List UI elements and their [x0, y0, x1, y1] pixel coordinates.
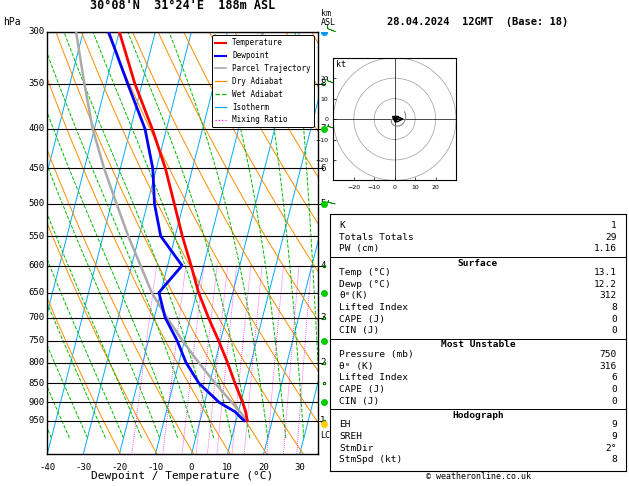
Text: 850: 850: [28, 379, 45, 388]
Text: SREH: SREH: [339, 432, 362, 441]
Text: 300: 300: [28, 27, 45, 36]
Text: 1: 1: [611, 221, 617, 230]
Text: 20: 20: [280, 458, 287, 463]
Text: 950: 950: [28, 416, 45, 425]
Text: 25: 25: [293, 458, 301, 463]
Text: 5: 5: [206, 458, 209, 463]
Text: 20: 20: [258, 463, 269, 472]
Text: 350: 350: [28, 79, 45, 88]
Text: 8: 8: [611, 303, 617, 312]
Text: 0: 0: [611, 397, 617, 406]
Text: -40: -40: [39, 463, 55, 472]
Text: 1: 1: [320, 416, 326, 425]
Text: 800: 800: [28, 358, 45, 367]
Text: 29: 29: [606, 233, 617, 242]
Text: 4: 4: [194, 458, 198, 463]
Text: 8: 8: [611, 455, 617, 464]
Text: 12.2: 12.2: [594, 279, 617, 289]
Text: 9: 9: [611, 432, 617, 441]
Text: 900: 900: [28, 398, 45, 407]
Text: 1: 1: [130, 458, 133, 463]
Text: Dewp (°C): Dewp (°C): [339, 279, 391, 289]
Text: 600: 600: [28, 261, 45, 270]
Text: 3: 3: [180, 458, 184, 463]
Text: 8: 8: [230, 458, 234, 463]
Text: Lifted Index: Lifted Index: [339, 303, 408, 312]
Text: 316: 316: [599, 362, 617, 370]
Text: 30°08'N  31°24'E  188m ASL: 30°08'N 31°24'E 188m ASL: [90, 0, 275, 12]
Text: CIN (J): CIN (J): [339, 397, 379, 406]
Text: 750: 750: [599, 350, 617, 359]
Text: Pressure (mb): Pressure (mb): [339, 350, 414, 359]
Text: 10: 10: [240, 458, 248, 463]
Text: 550: 550: [28, 232, 45, 241]
Text: 3: 3: [320, 313, 326, 322]
Legend: Temperature, Dewpoint, Parcel Trajectory, Dry Adiabat, Wet Adiabat, Isotherm, Mi: Temperature, Dewpoint, Parcel Trajectory…: [211, 35, 314, 127]
Text: 312: 312: [599, 291, 617, 300]
Text: © weatheronline.co.uk: © weatheronline.co.uk: [426, 472, 530, 481]
Text: 10: 10: [222, 463, 233, 472]
Text: LCL: LCL: [320, 431, 335, 439]
Text: 0: 0: [611, 315, 617, 324]
Text: 400: 400: [28, 124, 45, 133]
Text: 6: 6: [215, 458, 219, 463]
Text: EH: EH: [339, 420, 350, 429]
Text: km
ASL: km ASL: [321, 9, 336, 27]
Text: 30: 30: [294, 463, 305, 472]
Text: 28.04.2024  12GMT  (Base: 18): 28.04.2024 12GMT (Base: 18): [387, 17, 569, 27]
Text: Totals Totals: Totals Totals: [339, 233, 414, 242]
Text: CAPE (J): CAPE (J): [339, 315, 385, 324]
Text: CAPE (J): CAPE (J): [339, 385, 385, 394]
Text: θᵉ (K): θᵉ (K): [339, 362, 374, 370]
Text: kt: kt: [336, 60, 346, 69]
Text: CIN (J): CIN (J): [339, 327, 379, 335]
Text: -10: -10: [147, 463, 164, 472]
Text: StmDir: StmDir: [339, 444, 374, 452]
Text: Temp (°C): Temp (°C): [339, 268, 391, 277]
Text: StmSpd (kt): StmSpd (kt): [339, 455, 403, 464]
Text: Dewpoint / Temperature (°C): Dewpoint / Temperature (°C): [91, 471, 274, 481]
Text: 0: 0: [611, 327, 617, 335]
Text: Surface: Surface: [458, 259, 498, 267]
Text: 9: 9: [611, 420, 617, 429]
Text: 5: 5: [320, 199, 326, 208]
Text: 750: 750: [28, 336, 45, 346]
Text: 15: 15: [263, 458, 270, 463]
Text: hPa: hPa: [3, 17, 21, 27]
Text: 6: 6: [611, 373, 617, 382]
Text: -30: -30: [75, 463, 91, 472]
Text: 650: 650: [28, 288, 45, 297]
Text: 450: 450: [28, 164, 45, 173]
Text: -20: -20: [111, 463, 127, 472]
Text: 0: 0: [189, 463, 194, 472]
Text: 13.1: 13.1: [594, 268, 617, 277]
Text: K: K: [339, 221, 345, 230]
Text: 1.16: 1.16: [594, 244, 617, 254]
Text: Most Unstable: Most Unstable: [441, 341, 515, 349]
Text: 7: 7: [320, 124, 326, 133]
Text: 2°: 2°: [606, 444, 617, 452]
Text: 8: 8: [320, 79, 326, 88]
Text: Lifted Index: Lifted Index: [339, 373, 408, 382]
Text: 6: 6: [320, 164, 326, 173]
Text: Hodograph: Hodograph: [452, 411, 504, 420]
Text: θᵉ(K): θᵉ(K): [339, 291, 368, 300]
Text: PW (cm): PW (cm): [339, 244, 379, 254]
Text: 2: 2: [320, 358, 326, 367]
Text: 700: 700: [28, 313, 45, 322]
Text: 2: 2: [161, 458, 165, 463]
Text: 500: 500: [28, 199, 45, 208]
Text: 4: 4: [320, 261, 326, 270]
Text: 0: 0: [611, 385, 617, 394]
